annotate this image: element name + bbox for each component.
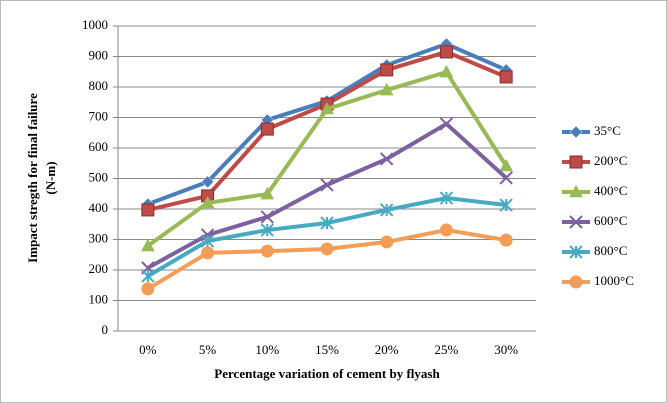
marker <box>141 282 155 296</box>
marker <box>439 223 453 237</box>
marker <box>380 63 394 77</box>
marker <box>320 242 334 256</box>
y-tick-label: 100 <box>89 291 109 306</box>
marker <box>439 65 454 78</box>
marker <box>569 215 583 229</box>
marker <box>499 198 513 212</box>
legend-label: 400°C <box>594 183 627 198</box>
marker <box>260 223 274 237</box>
marker <box>439 45 453 59</box>
x-tick-label: 20% <box>375 342 399 357</box>
marker <box>260 122 274 136</box>
legend-label: 600°C <box>594 213 627 228</box>
marker <box>260 210 274 224</box>
marker <box>569 184 583 198</box>
marker <box>439 117 454 131</box>
y-tick-label: 500 <box>89 169 109 184</box>
marker <box>499 70 513 84</box>
y-tick-label: 200 <box>89 261 109 276</box>
x-tick-label: 0% <box>139 342 157 357</box>
marker <box>569 275 583 289</box>
legend-label: 200°C <box>594 153 627 168</box>
legend-label: 1000°C <box>594 273 634 288</box>
marker <box>201 175 214 189</box>
marker <box>499 171 513 185</box>
marker <box>320 178 334 192</box>
x-tick-label: 5% <box>199 342 217 357</box>
marker <box>141 269 155 283</box>
marker <box>380 203 394 217</box>
marker <box>260 244 274 258</box>
legend-label: 35°C <box>594 123 621 138</box>
marker <box>320 216 334 230</box>
y-axis-title: (N-m) <box>43 161 58 194</box>
marker <box>569 245 583 259</box>
x-tick-label: 15% <box>315 342 339 357</box>
y-tick-label: 700 <box>89 108 109 123</box>
y-tick-label: 900 <box>89 47 109 62</box>
marker <box>569 125 583 139</box>
marker <box>260 187 275 200</box>
legend-label: 800°C <box>594 243 627 258</box>
y-tick-label: 1000 <box>82 17 108 32</box>
y-tick-label: 800 <box>89 78 109 93</box>
y-tick-label: 300 <box>89 230 109 245</box>
x-tick-label: 25% <box>435 342 459 357</box>
marker <box>569 155 583 169</box>
marker <box>380 235 394 249</box>
marker <box>141 203 155 217</box>
marker <box>499 233 513 247</box>
marker <box>200 234 215 248</box>
marker <box>201 246 215 260</box>
marker <box>499 158 513 172</box>
marker <box>380 152 394 166</box>
x-tick-label: 10% <box>255 342 279 357</box>
y-tick-label: 600 <box>89 139 109 154</box>
y-axis-title: Impact stregth for final failure <box>25 93 40 263</box>
x-axis-title: Percentage variation of cement by flyash <box>214 366 440 381</box>
y-tick-label: 400 <box>89 200 109 215</box>
x-tick-label: 30% <box>494 342 518 357</box>
marker <box>379 83 394 96</box>
marker <box>439 191 454 205</box>
y-tick-label: 0 <box>102 322 109 337</box>
marker <box>320 101 334 115</box>
marker <box>141 238 155 252</box>
marker <box>200 195 215 209</box>
